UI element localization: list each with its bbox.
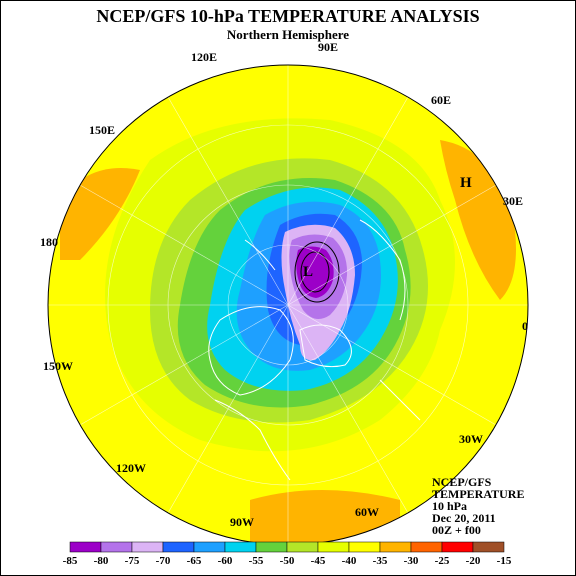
graticule (48, 65, 528, 545)
legend-label: -60 (218, 555, 233, 567)
legend-label: -30 (404, 555, 419, 567)
lon-label-120w: 120W (116, 461, 146, 475)
legend-swatch (441, 541, 474, 553)
legend-swatch (162, 541, 195, 553)
lon-label-180: 180 (40, 235, 58, 249)
lon-label-120e: 120E (191, 50, 217, 64)
legend-label: -35 (373, 555, 388, 567)
legend-label: -20 (466, 555, 481, 567)
legend-swatch (317, 541, 350, 553)
lon-label-90w: 90W (230, 515, 254, 529)
high-pressure-marker: H (460, 175, 472, 191)
low-pressure-marker: L (303, 264, 313, 280)
legend-label: -55 (249, 555, 264, 567)
lon-label-150e: 150E (89, 123, 115, 137)
legend-swatch (286, 541, 319, 553)
legend-label: -40 (342, 555, 357, 567)
color-scale-legend: -85 -80 -75 -70 -65 -60 -55 -50 -45 -40 -35 -30 -25 -… (63, 541, 512, 567)
legend-swatch (69, 541, 102, 553)
legend-swatch (100, 541, 133, 553)
map-title: NCEP/GFS 10-hPa TEMPERATURE ANALYSIS (96, 6, 480, 26)
info-level: 10 hPa (432, 499, 468, 513)
legend-label: -85 (63, 555, 78, 567)
legend-label: -50 (280, 555, 295, 567)
band-minus-85 (296, 246, 334, 298)
info-model: NCEP/GFS (432, 475, 492, 489)
legend-swatch (255, 541, 288, 553)
legend-label: -70 (156, 555, 171, 567)
lon-label-150w: 150W (43, 359, 73, 373)
legend-swatch (193, 541, 226, 553)
legend-swatch (131, 541, 164, 553)
map-subtitle: Northern Hemisphere (226, 27, 350, 42)
legend-label: -65 (187, 555, 202, 567)
legend-swatch (410, 541, 443, 553)
legend-swatch (472, 541, 505, 553)
legend-label: -75 (125, 555, 140, 567)
lon-label-30w: 30W (459, 432, 483, 446)
contour-lines (294, 241, 340, 303)
info-date: Dec 20, 2011 (432, 511, 496, 525)
warm-region-pacific (60, 168, 140, 260)
lon-label-0: 0 (522, 319, 528, 333)
legend-label: -80 (94, 555, 109, 567)
info-block: NCEP/GFS TEMPERATURE 10 hPa Dec 20, 2011… (432, 476, 524, 536)
lon-label-30e: 30E (503, 194, 523, 208)
legend-label: -45 (311, 555, 326, 567)
lon-label-60w: 60W (355, 505, 379, 519)
lon-label-90e: 90E (318, 40, 338, 54)
legend-swatch (224, 541, 257, 553)
legend-swatch (348, 541, 381, 553)
legend-swatch (379, 541, 412, 553)
info-forecast: 00Z + f00 (432, 523, 481, 537)
legend-label: -15 (497, 555, 512, 567)
lon-label-60e: 60E (431, 93, 451, 107)
info-variable: TEMPERATURE (432, 487, 525, 501)
legend-label: -25 (435, 555, 450, 567)
